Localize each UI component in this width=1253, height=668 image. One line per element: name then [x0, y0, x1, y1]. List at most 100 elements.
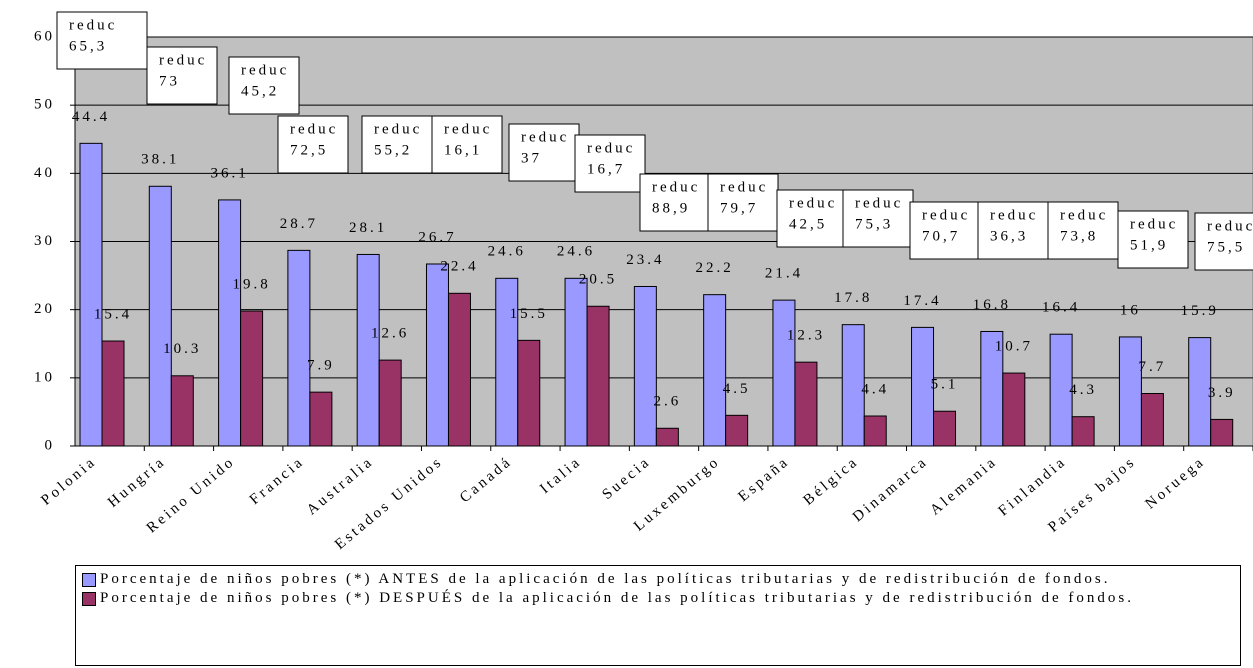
annotation-text: reduc	[720, 179, 768, 195]
legend-label: Porcentaje de niños pobres (*) DESPUÉS d…	[100, 590, 1134, 606]
bar	[863, 415, 887, 447]
annotation: reduc 88,9	[639, 173, 711, 232]
bar	[586, 305, 610, 447]
bar	[517, 339, 541, 447]
value-label: 19.8	[232, 276, 270, 292]
x-tick-label: Noruega	[1143, 453, 1209, 512]
value-label: 15.4	[94, 306, 132, 322]
annotation: reduc 36,3	[977, 201, 1049, 260]
y-tick-label: 60	[34, 28, 55, 44]
annotation-text: reduc	[789, 195, 837, 211]
value-label: 17.8	[834, 290, 872, 306]
bar	[933, 410, 957, 447]
annotation-text: reduc	[922, 207, 970, 223]
annotation-box	[146, 46, 218, 105]
legend-entry: Porcentaje de niños pobres (*) ANTES de …	[82, 570, 1234, 589]
annotation-box	[1194, 212, 1253, 271]
value-label: 7.9	[307, 358, 335, 374]
value-label: 16.8	[973, 297, 1011, 313]
annotation: reduc 16,1	[431, 115, 503, 174]
bar	[1071, 416, 1095, 447]
annotation: reduc 72,5	[277, 115, 349, 174]
value-label: 16	[1120, 302, 1141, 318]
annotation-box	[431, 115, 503, 174]
x-tick-label: Finlandia	[996, 453, 1070, 519]
annotation-value: 70,7	[922, 228, 960, 244]
x-tick-label: España	[735, 453, 792, 505]
annotation: reduc 65,3	[56, 11, 148, 70]
value-label: 16.4	[1042, 300, 1080, 316]
value-label: 12.3	[787, 328, 825, 344]
value-label: 4.3	[1069, 382, 1097, 398]
bar	[495, 277, 519, 447]
annotation-value: 73	[159, 73, 180, 89]
value-label: 20.5	[579, 272, 617, 288]
annotation-value: 75,5	[1207, 239, 1245, 255]
annotation-value: 36,3	[990, 228, 1028, 244]
bar	[447, 292, 471, 447]
y-tick-label: 0	[45, 437, 56, 453]
value-label: 2.6	[653, 394, 681, 410]
annotation-text: reduc	[444, 121, 492, 137]
x-tick-label: Dinamarca	[850, 453, 931, 525]
bar	[794, 361, 818, 447]
annotation-text: reduc	[69, 17, 117, 33]
bar	[309, 391, 333, 447]
annotation-value: 55,2	[374, 142, 412, 158]
value-label: 22.2	[696, 260, 734, 276]
annotation-text: reduc	[855, 195, 903, 211]
y-tick-label: 20	[34, 301, 55, 317]
bar	[148, 185, 172, 447]
annotation-box	[277, 115, 349, 174]
x-tick-label: Australia	[304, 453, 377, 518]
annotation-text: reduc	[587, 140, 635, 156]
annotation-value: 16,1	[444, 142, 482, 158]
value-label: 15.9	[1181, 303, 1219, 319]
annotation-box	[707, 173, 779, 232]
bar	[1210, 418, 1234, 447]
legend-swatch	[82, 592, 96, 606]
bar	[101, 340, 125, 447]
value-label: 36.1	[210, 165, 248, 181]
annotation: reduc 51,9	[1117, 210, 1189, 269]
bar	[703, 294, 727, 447]
annotation: reduc 16,7	[574, 134, 646, 193]
legend-swatch	[82, 573, 96, 587]
x-tick-label: Bélgica	[801, 453, 862, 508]
bar	[725, 414, 749, 447]
bar	[378, 359, 402, 447]
value-label: 28.1	[349, 220, 387, 236]
legend-label: Porcentaje de niños pobres (*) ANTES de …	[100, 571, 1111, 587]
annotation: reduc 45,2	[228, 56, 300, 115]
bar	[287, 249, 311, 447]
value-label: 44.4	[72, 109, 110, 125]
value-label: 26.7	[418, 229, 456, 245]
value-label: 7.7	[1139, 359, 1167, 375]
annotation-text: reduc	[1060, 207, 1108, 223]
value-label: 4.4	[861, 381, 889, 397]
value-label: 10.3	[163, 341, 201, 357]
annotation-text: reduc	[159, 52, 207, 68]
value-label: 15.5	[510, 306, 548, 322]
annotation-box	[977, 201, 1049, 260]
y-tick-label: 50	[34, 97, 55, 113]
bar	[1118, 336, 1142, 447]
annotation-text: reduc	[990, 207, 1038, 223]
annotation-box	[228, 56, 300, 115]
annotation-text: reduc	[290, 121, 338, 137]
annotation-value: 79,7	[720, 200, 758, 216]
bar	[79, 142, 103, 447]
annotation-text: reduc	[374, 121, 422, 137]
x-tick-label: Italia	[537, 453, 585, 497]
value-label: 38.1	[141, 152, 179, 168]
bar	[1002, 372, 1026, 447]
annotation-value: 75,3	[855, 216, 893, 232]
value-label: 3.9	[1208, 385, 1236, 401]
legend: Porcentaje de niños pobres (*) ANTES de …	[75, 565, 1241, 666]
bar	[425, 263, 449, 447]
x-tick-label: Hungría	[105, 453, 169, 510]
y-tick-label: 10	[34, 369, 55, 385]
y-tick-label: 30	[34, 233, 55, 249]
annotation-box	[574, 134, 646, 193]
value-label: 12.6	[371, 326, 409, 342]
